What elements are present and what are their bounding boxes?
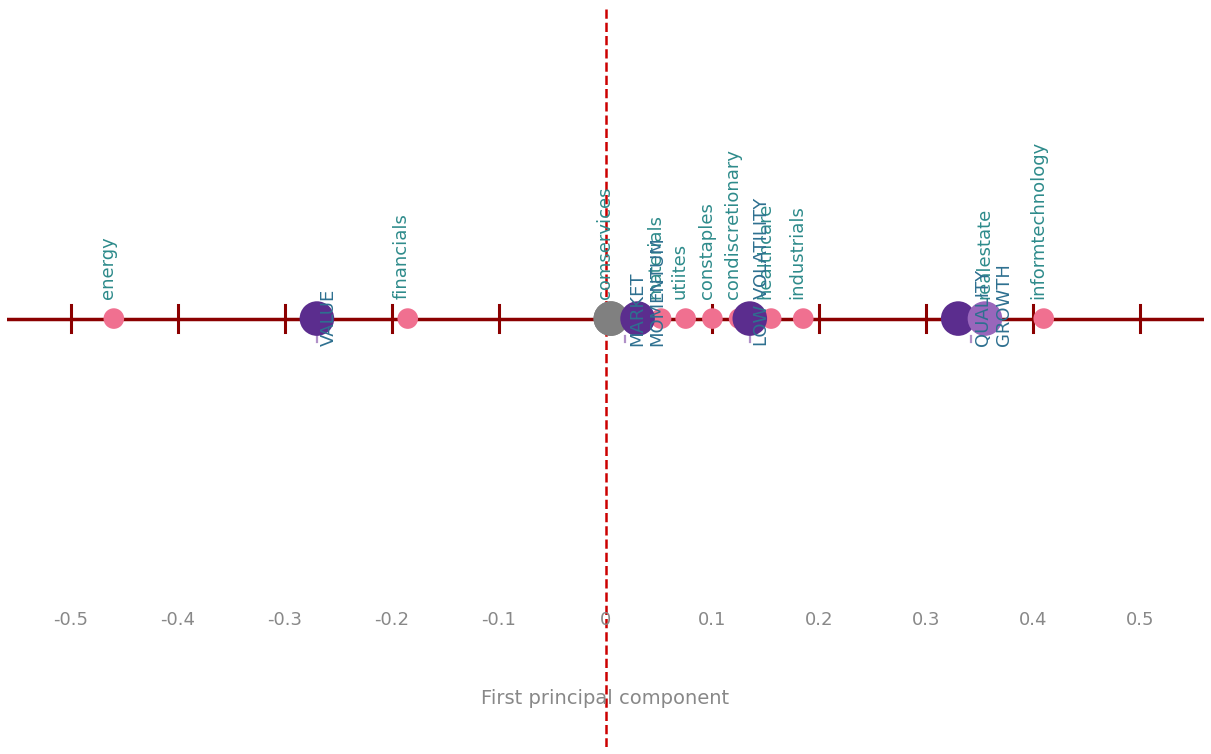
Text: condiscretionary: condiscretionary [724, 149, 742, 299]
Text: First principal component: First principal component [482, 689, 729, 708]
Text: 0.1: 0.1 [699, 611, 727, 630]
Text: 0: 0 [599, 611, 612, 630]
Text: utiites: utiites [671, 243, 689, 299]
Point [740, 313, 759, 325]
Point [1034, 313, 1054, 325]
Point [308, 313, 327, 325]
Text: materials: materials [647, 214, 665, 299]
Text: 0.4: 0.4 [1018, 611, 1048, 630]
Text: MARKET
MOMENTUM: MARKET MOMENTUM [629, 236, 667, 346]
Text: -0.1: -0.1 [481, 611, 516, 630]
Text: -0.5: -0.5 [53, 611, 88, 630]
Point [981, 313, 1000, 325]
Point [729, 313, 748, 325]
Text: 0.3: 0.3 [912, 611, 941, 630]
Text: healthcare: healthcare [757, 203, 774, 299]
Point [627, 313, 647, 325]
Text: VALUE: VALUE [320, 289, 338, 346]
Text: energy: energy [99, 236, 117, 299]
Text: comservices: comservices [596, 186, 614, 299]
Text: -0.3: -0.3 [268, 611, 303, 630]
Text: 0.5: 0.5 [1126, 611, 1154, 630]
Point [948, 313, 968, 325]
Point [762, 313, 781, 325]
Text: realestate: realestate [976, 208, 993, 299]
Point [676, 313, 695, 325]
Text: 0.2: 0.2 [805, 611, 833, 630]
Text: industrials: industrials [788, 205, 807, 299]
Point [601, 313, 620, 325]
Point [601, 313, 620, 325]
Text: constaples: constaples [698, 202, 716, 299]
Text: financials: financials [392, 213, 411, 299]
Point [793, 313, 813, 325]
Point [652, 313, 671, 325]
Text: informtechnology: informtechnology [1029, 141, 1048, 299]
Point [702, 313, 722, 325]
Point [398, 313, 418, 325]
Point [975, 313, 994, 325]
Text: QUALITY
GROWTH: QUALITY GROWTH [975, 263, 1014, 346]
Text: -0.4: -0.4 [161, 611, 195, 630]
Point [104, 313, 124, 325]
Text: LOW VOLATILITY: LOW VOLATILITY [753, 198, 771, 346]
Text: -0.2: -0.2 [374, 611, 409, 630]
